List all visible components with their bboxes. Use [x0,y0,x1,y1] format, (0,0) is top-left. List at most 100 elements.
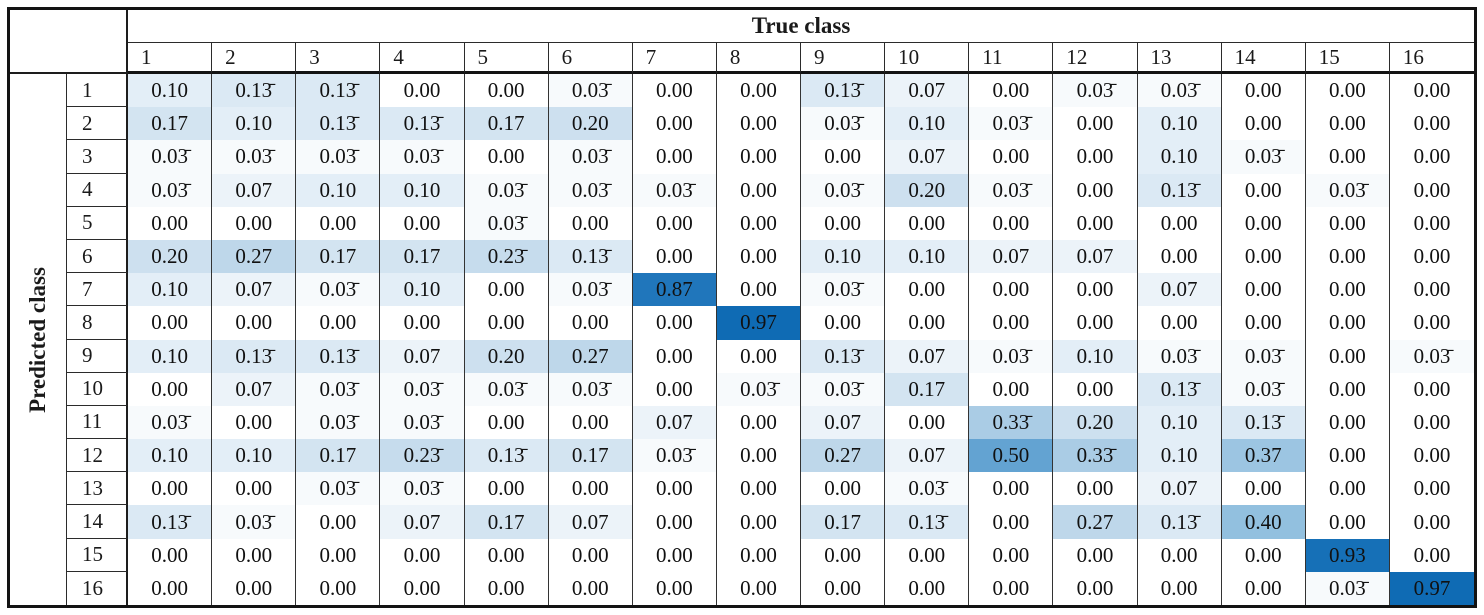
matrix-cell: 0.00 [969,74,1054,108]
matrix-cell: 0.07 [885,140,970,174]
matrix-cell: 0.00 [969,273,1054,307]
row-header-cell: 12 [67,439,128,473]
matrix-cell: 0.10 [1137,439,1222,473]
matrix-cell: 0.07 [212,173,297,207]
matrix-cell: 0.00 [1221,571,1306,605]
matrix-cell: 0.00 [296,505,381,539]
matrix-cell: 0.07 [212,372,297,406]
matrix-cell: 0.20 [464,339,549,373]
matrix-cell: 0.00 [1137,206,1222,240]
matrix-cell: 0.00 [1305,372,1390,406]
matrix-cell: 0.00 [632,339,717,373]
matrix-cell: 0.10 [128,439,213,473]
matrix-cell: 0.00 [548,306,633,340]
matrix-cell: 0.03̄ [1137,339,1222,373]
matrix-cell: 0.00 [212,472,297,506]
matrix-cell: 0.00 [296,306,381,340]
matrix-cell: 0.00 [716,140,801,174]
matrix-cell: 0.00 [969,571,1054,605]
matrix-cell: 0.00 [464,405,549,440]
matrix-cell: 0.27 [212,239,297,274]
row-header-cell: 6 [67,239,128,274]
true-class-axis-label: True class [128,10,1474,43]
matrix-cell: 0.00 [969,306,1054,340]
row-header-cell: 8 [67,306,128,340]
matrix-cell: 0.40 [1221,505,1306,539]
matrix-cell: 0.10 [128,74,213,108]
matrix-cell: 0.10 [885,239,970,274]
matrix-cell: 0.00 [632,571,717,605]
matrix-cell: 0.00 [969,505,1054,539]
matrix-cell: 0.03̄ [1053,74,1138,108]
matrix-cell: 0.07 [1137,273,1222,307]
matrix-cell: 0.03̄ [296,405,381,440]
matrix-cell: 0.03̄ [128,405,213,440]
col-header-cell: 7 [632,43,717,74]
col-header-cell: 11 [969,43,1054,74]
matrix-cell: 0.03̄ [548,74,633,108]
matrix-cell: 0.13̄ [1221,405,1306,440]
matrix-cell: 0.00 [380,571,465,605]
matrix-cell: 0.00 [296,571,381,605]
col-header-cell: 14 [1221,43,1306,74]
matrix-cell: 0.17 [548,439,633,473]
matrix-cell: 0.00 [548,405,633,440]
matrix-cell: 0.00 [464,472,549,506]
matrix-cell: 0.03̄ [548,140,633,174]
matrix-cell: 0.07 [885,74,970,108]
matrix-cell: 0.27 [548,339,633,373]
matrix-cell: 0.00 [1305,206,1390,240]
matrix-cell: 0.10 [212,439,297,473]
col-header-cell: 2 [212,43,297,74]
col-header-cell: 16 [1389,43,1474,74]
matrix-cell: 0.00 [380,206,465,240]
matrix-cell: 0.00 [1389,472,1474,506]
col-header-cell: 6 [548,43,633,74]
col-header-cell: 9 [801,43,886,74]
matrix-cell: 0.27 [801,439,886,473]
matrix-cell: 0.00 [716,339,801,373]
matrix-cell: 0.33̄ [969,405,1054,440]
matrix-cell: 0.00 [716,439,801,473]
matrix-cell: 0.00 [969,538,1054,572]
matrix-cell: 0.97 [716,306,801,340]
matrix-cell: 0.00 [464,538,549,572]
matrix-cell: 0.00 [1053,372,1138,406]
matrix-cell: 0.03̄ [1221,140,1306,174]
matrix-cell: 0.00 [128,372,213,406]
matrix-cell: 0.50 [969,439,1054,473]
matrix-cell: 0.03̄ [296,140,381,174]
col-header-cell: 5 [464,43,549,74]
matrix-cell: 0.00 [548,206,633,240]
row-header-cell: 5 [67,206,128,240]
matrix-cell: 0.00 [969,472,1054,506]
matrix-cell: 0.00 [632,107,717,141]
matrix-cell: 0.10 [885,107,970,141]
matrix-cell: 0.13̄ [1137,372,1222,406]
matrix-cell: 0.00 [885,571,970,605]
matrix-cell: 0.00 [1053,472,1138,506]
col-header-cell: 15 [1305,43,1390,74]
matrix-cell: 0.13̄ [885,505,970,539]
matrix-cell: 0.03̄ [296,472,381,506]
row-header-cell: 10 [67,372,128,406]
matrix-cell: 0.00 [1389,107,1474,141]
matrix-cell: 0.00 [380,538,465,572]
matrix-cell: 0.00 [801,538,886,572]
matrix-cell: 0.13̄ [296,107,381,141]
matrix-cell: 0.00 [1389,239,1474,274]
matrix-cell: 0.00 [969,206,1054,240]
matrix-cell: 0.03̄ [128,173,213,207]
matrix-cell: 0.00 [548,571,633,605]
matrix-cell: 0.00 [632,239,717,274]
matrix-cell: 0.00 [1221,107,1306,141]
matrix-cell: 0.00 [632,505,717,539]
matrix-cell: 0.03̄ [296,273,381,307]
matrix-cell: 0.00 [1389,405,1474,440]
matrix-cell: 0.07 [548,505,633,539]
matrix-cell: 0.07 [632,405,717,440]
matrix-cell: 0.00 [632,472,717,506]
matrix-cell: 0.00 [296,538,381,572]
matrix-cell: 0.03̄ [1221,339,1306,373]
